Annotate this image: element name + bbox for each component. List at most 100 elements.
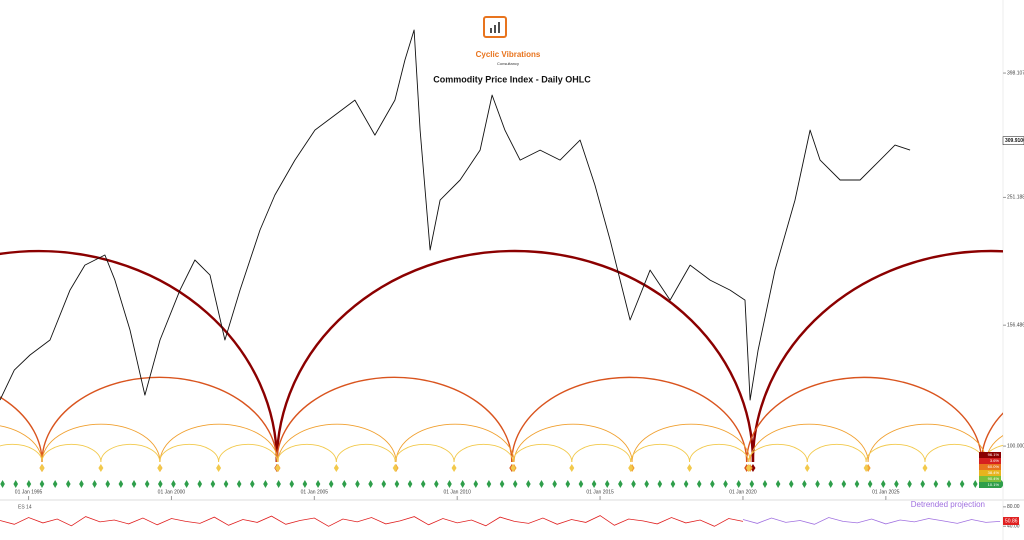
cycle-low-marker (392, 464, 398, 472)
cycle-low-marker (750, 464, 756, 472)
cycle-arc (0, 425, 43, 463)
indicator-annotation: Detrended projection (911, 500, 985, 509)
cycle-low-marker (98, 464, 104, 472)
cycle-diamond (210, 480, 216, 488)
cycle-diamond (591, 480, 597, 488)
cycle-arc (335, 444, 396, 463)
cycle-diamond (0, 480, 5, 488)
last-value-label: 309.9100 (1005, 138, 1024, 144)
cycle-diamond (65, 480, 71, 488)
cycle-arc (511, 376, 748, 463)
cycle-arc (745, 376, 983, 463)
logo-name: Cyclic Vibrations (476, 50, 541, 59)
cycle-diamond (144, 480, 150, 488)
cycle-diamond (197, 480, 203, 488)
cycle-diamond (972, 480, 978, 488)
x-tick-label: 01 Jan 2000 (158, 489, 186, 495)
cycle-diamond (683, 480, 689, 488)
cycle-diamond (526, 480, 531, 488)
cycle-diamond (854, 480, 860, 488)
indicator-name: ES 14 (18, 504, 32, 510)
cycle-arc (159, 423, 279, 463)
cycle-diamond (486, 480, 492, 488)
cycle-arc (512, 443, 573, 463)
cycle-arc (806, 444, 867, 463)
cycle-diamond (775, 480, 781, 488)
cycle-low-marker (804, 464, 810, 472)
cycle-diamond (92, 480, 97, 488)
cycle-arc (100, 444, 161, 463)
level-swatch (979, 464, 1001, 470)
cycle-diamond (460, 480, 465, 488)
cycle-diamond (250, 480, 255, 488)
cycle-arc (630, 443, 690, 463)
cycle-diamond (105, 480, 111, 488)
cycle-arc (453, 444, 514, 463)
last-value-box (1002, 136, 1024, 145)
cycle-diamond (539, 480, 544, 488)
cycle-diamond (26, 480, 32, 488)
level-label: 10.1% (988, 482, 1000, 487)
logo-tagline: Consultancy (497, 61, 519, 66)
cycle-arc (277, 443, 337, 463)
cycle-diamond (39, 480, 45, 488)
cycle-diamond (447, 480, 452, 488)
cycle-arc (275, 250, 755, 463)
cycle-low-marker (333, 464, 339, 472)
cycle-arc (41, 376, 278, 463)
cycle-low-marker (39, 464, 45, 472)
cycle-diamond (880, 480, 886, 488)
cycle-diamond (736, 480, 741, 488)
indicator-last-label: 50.86 (1005, 518, 1018, 524)
cycle-diamond (315, 480, 321, 488)
cycle-diamond (788, 480, 794, 488)
logo: Cyclic Vibrations Consultancy (476, 16, 541, 66)
cycle-arc (924, 444, 985, 463)
x-tick-label: 01 Jan 2025 (872, 489, 900, 495)
cycle-diamond (867, 480, 873, 488)
cycle-low-marker (745, 464, 751, 472)
cycle-diamond (578, 480, 584, 488)
cycle-diamond (618, 480, 623, 488)
price-line (0, 29, 911, 401)
cycle-diamond (52, 480, 58, 488)
y-tick-label: 156.4865 (1007, 323, 1024, 329)
cycle-diamond (131, 480, 137, 488)
level-label: 60.0% (988, 464, 1000, 469)
cycle-arc (41, 443, 102, 463)
cycle-arc (571, 444, 632, 463)
y-tick-label: 251.1886 (1007, 195, 1024, 201)
cycle-diamond (342, 480, 347, 488)
cycle-diamond (815, 480, 820, 488)
cycle-low-marker (216, 464, 222, 472)
cycle-diamond (158, 480, 163, 488)
cycle-diamond (263, 480, 268, 488)
cycle-low-marker (922, 464, 928, 472)
y-tick-label: 398.1072 (1007, 70, 1024, 76)
cycle-diamond (13, 480, 19, 488)
cycle-diamond (749, 480, 755, 488)
indicator-area (0, 515, 1001, 527)
level-swatch (979, 482, 1001, 488)
cycle-low-marker (863, 464, 869, 472)
cycle-arc (41, 423, 161, 463)
cycle-low-marker (274, 464, 280, 472)
cycle-diamond (723, 480, 728, 488)
cycle-diamond (473, 480, 479, 488)
cycle-diamond (933, 480, 939, 488)
level-label: 96.1% (988, 452, 1000, 457)
x-tick-label: 01 Jan 2005 (301, 489, 329, 495)
cycle-diamond (276, 480, 281, 488)
level-swatch (979, 470, 1001, 476)
cycle-diamond (907, 480, 912, 488)
cycle-diamond (631, 480, 636, 488)
cycle-diamond (565, 480, 571, 488)
cycle-diamond (959, 480, 965, 488)
cycle-diamond (171, 480, 176, 488)
x-tick-label: 01 Jan 2010 (443, 489, 471, 495)
cycle-diamond (368, 480, 373, 488)
cycle-arc (749, 423, 869, 463)
